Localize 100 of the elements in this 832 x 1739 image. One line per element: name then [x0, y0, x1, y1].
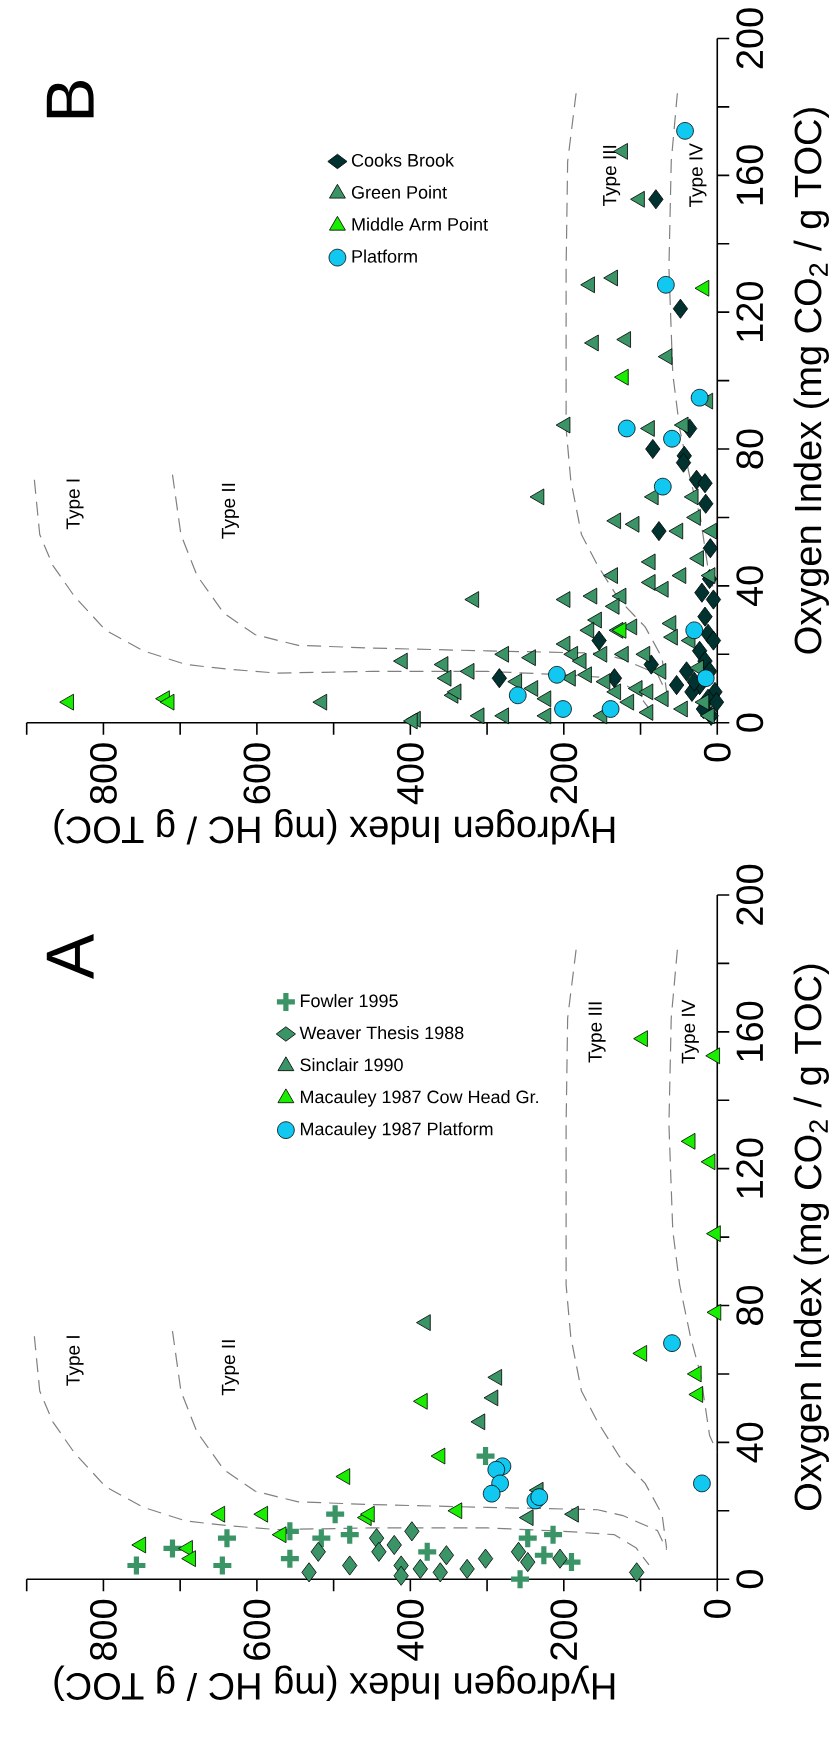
y-tick-label: 160	[736, 145, 764, 205]
point	[210, 1505, 226, 1523]
point	[706, 1303, 722, 1321]
point	[688, 1386, 704, 1403]
point	[657, 276, 675, 294]
point	[393, 1565, 409, 1586]
point	[554, 700, 572, 718]
x-axis-title: Hydrogen Index (mg HC / g TOC)	[54, 808, 615, 845]
point	[675, 452, 692, 473]
y-tick-label: 160	[736, 1001, 764, 1061]
point	[532, 1543, 556, 1567]
point	[685, 621, 704, 640]
y-tick-label: 120	[736, 1138, 764, 1198]
point	[564, 1505, 579, 1523]
point	[181, 1550, 196, 1568]
point	[702, 538, 718, 559]
y-tick-label: 0	[736, 713, 764, 732]
point	[342, 1555, 358, 1576]
x-tick-label: 0	[703, 1599, 731, 1618]
point	[415, 1540, 439, 1564]
point	[253, 1505, 269, 1523]
y-tick-label: 120	[736, 281, 764, 341]
point	[482, 1484, 501, 1503]
point	[678, 661, 695, 682]
point	[552, 1548, 568, 1569]
point	[301, 1562, 317, 1583]
point	[470, 1413, 486, 1431]
point	[491, 668, 507, 689]
x-tick-label: 800	[89, 1599, 117, 1660]
point	[614, 368, 629, 386]
annotation: Type IV	[681, 999, 699, 1064]
x-tick-label: 400	[396, 743, 424, 805]
point	[632, 1345, 648, 1362]
point	[700, 1153, 716, 1171]
point	[706, 1225, 721, 1243]
point	[447, 1502, 463, 1520]
point	[508, 686, 527, 705]
point	[693, 1474, 711, 1493]
legend-label: Weaver Thesis 1988	[299, 1025, 464, 1040]
point	[541, 1523, 565, 1547]
point	[477, 1548, 494, 1569]
y-axis-title: Oxygen Index (mg CO$_{2}$ / g TOC)	[793, 964, 829, 1510]
y-tick-label: 0	[736, 1570, 764, 1589]
chart-title: B	[46, 80, 94, 118]
point	[338, 1523, 362, 1547]
point	[432, 1562, 448, 1583]
point	[696, 669, 715, 688]
chart-title: A	[46, 934, 94, 980]
x-tick-label: 800	[89, 743, 117, 804]
line-series	[33, 1335, 650, 1566]
point	[629, 1562, 645, 1583]
x-tick-label: 200	[550, 1599, 578, 1660]
point	[508, 1567, 532, 1591]
legend-label: Sinclair 1990	[300, 1058, 403, 1072]
point	[653, 477, 672, 496]
point	[416, 1314, 431, 1331]
point	[483, 1389, 499, 1407]
point	[59, 693, 74, 711]
x-tick-label: 0	[703, 743, 731, 762]
point	[404, 1521, 420, 1542]
point	[271, 1526, 287, 1544]
point	[548, 665, 566, 684]
point	[368, 1528, 385, 1549]
y-tick-label: 80	[736, 429, 764, 469]
x-axis-title: Hydrogen Index (mg HC / g TOC)	[54, 1665, 615, 1701]
legend-label: Macauley 1987 Cow Head Gr.	[300, 1090, 538, 1107]
point	[323, 1502, 347, 1526]
y-tick-label: 80	[736, 1285, 764, 1325]
x-tick-label: 600	[243, 1599, 271, 1660]
point	[648, 189, 664, 210]
point	[386, 1534, 402, 1555]
legend-label: Macauley 1987 Platform	[300, 1122, 493, 1139]
legend-label: Platform	[352, 249, 417, 263]
point	[413, 1392, 428, 1410]
legend-label: Fowler 1995	[300, 993, 398, 1008]
point	[694, 582, 710, 603]
point	[705, 630, 722, 651]
point	[430, 1447, 446, 1465]
point	[309, 1526, 333, 1550]
point	[335, 1468, 351, 1485]
annotation: Type II	[221, 483, 239, 539]
point	[617, 419, 636, 438]
y-tick-label: 40	[736, 566, 764, 607]
annotation: Type I	[66, 1336, 84, 1386]
annotation: Type III	[588, 1002, 606, 1063]
y-tick-label: 200	[736, 8, 764, 69]
point	[178, 1540, 193, 1557]
annotation: Type I	[66, 479, 84, 530]
point	[516, 1526, 540, 1550]
point	[487, 1368, 503, 1386]
point	[438, 1545, 454, 1566]
point	[371, 1541, 387, 1562]
x-tick-label: 200	[550, 743, 578, 804]
point	[633, 1030, 648, 1048]
legend-label: Middle Arm Point	[352, 217, 488, 231]
point	[676, 122, 694, 140]
point	[510, 1541, 527, 1562]
point	[645, 439, 661, 460]
point	[643, 654, 659, 675]
point	[669, 675, 685, 696]
